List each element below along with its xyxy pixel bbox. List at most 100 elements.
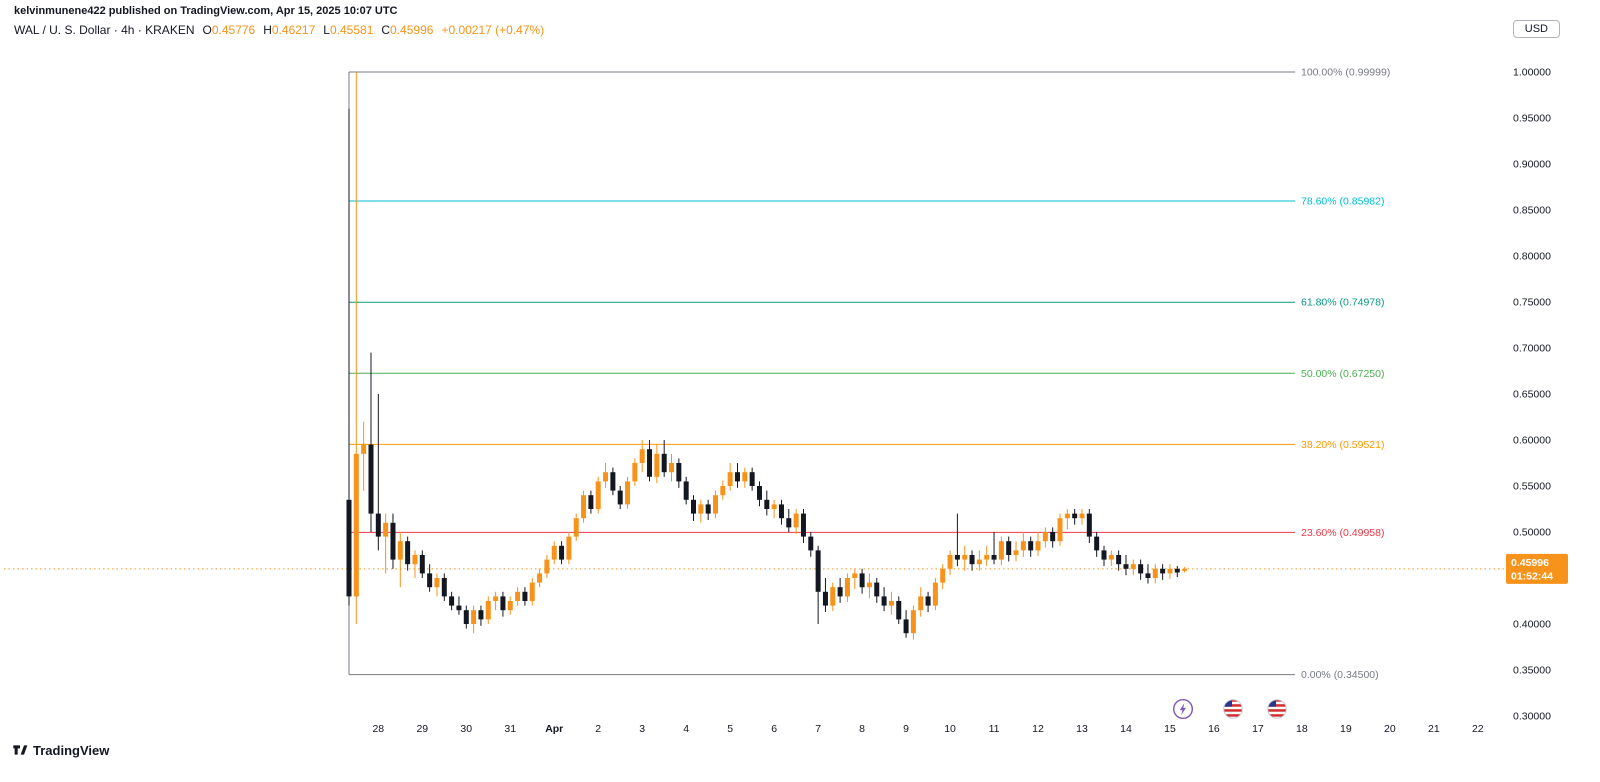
- candle-body: [866, 582, 872, 588]
- candle-body: [859, 573, 865, 588]
- lightning-event-icon[interactable]: [1172, 698, 1194, 720]
- fib-level-label: 50.00% (0.67250): [1301, 368, 1384, 380]
- candle-body: [947, 555, 953, 569]
- time-axis-label: 7: [815, 723, 821, 735]
- ohlc-high: H0.46217: [263, 23, 316, 37]
- price-axis-label: 0.90000: [1513, 159, 1551, 171]
- candle-body: [1013, 550, 1019, 555]
- us-flag-event-icon[interactable]: [1266, 698, 1288, 720]
- candle-body: [1130, 564, 1136, 569]
- candle-body: [669, 463, 675, 473]
- currency-toggle-button[interactable]: USD: [1512, 20, 1560, 38]
- candle-body: [617, 490, 623, 505]
- tradingview-logomark: [13, 745, 28, 755]
- symbol-info-bar: WAL / U. S. Dollar · 4h · KRAKEN O0.4577…: [14, 23, 544, 37]
- time-axis-label: 4: [683, 723, 689, 735]
- candle-body: [647, 449, 653, 477]
- candle-body: [478, 610, 484, 620]
- candle-body: [749, 472, 755, 486]
- price-axis-label: 0.65000: [1513, 389, 1551, 401]
- price-axis-label: 0.70000: [1513, 343, 1551, 355]
- candle-body: [1035, 541, 1041, 551]
- candle-body: [969, 555, 975, 565]
- price-axis-label: 0.60000: [1513, 435, 1551, 447]
- us-flag-event-icon[interactable]: [1222, 698, 1244, 720]
- candle-body: [998, 541, 1004, 560]
- candle-body: [1101, 550, 1107, 560]
- candle-body: [383, 522, 389, 537]
- time-axis-label: 17: [1252, 723, 1264, 735]
- candle-body: [544, 559, 550, 574]
- time-axis-label: 19: [1340, 723, 1352, 735]
- candle-body: [397, 541, 403, 560]
- time-axis-label: 22: [1472, 723, 1484, 735]
- time-axis-label: 11: [989, 723, 1000, 735]
- candle-body: [610, 472, 616, 491]
- fib-level-label: 38.20% (0.59521): [1301, 439, 1384, 451]
- candle-body: [507, 601, 513, 611]
- candle-body: [888, 601, 894, 606]
- time-axis-label: 12: [1032, 723, 1044, 735]
- candle-body: [756, 486, 762, 500]
- candle-body: [654, 453, 660, 477]
- candle-body: [918, 596, 924, 611]
- price-axis-label: 0.50000: [1513, 527, 1551, 539]
- candle-body: [1094, 536, 1100, 551]
- time-axis-label: 28: [372, 723, 384, 735]
- candle-body: [595, 481, 601, 509]
- candle-body: [852, 573, 858, 578]
- candle-body: [1028, 541, 1034, 551]
- candle-body: [683, 481, 689, 500]
- candle-body: [698, 504, 704, 514]
- candle-body: [1050, 532, 1056, 542]
- candle-body: [954, 555, 960, 560]
- ohlc-open: O0.45776: [202, 23, 256, 37]
- candle-body: [632, 463, 638, 482]
- candle-body: [463, 610, 469, 624]
- time-axis-label: 9: [903, 723, 909, 735]
- candle-body: [881, 596, 887, 606]
- candle-body: [800, 513, 806, 537]
- candle-body: [771, 504, 777, 509]
- candle-body: [727, 472, 733, 486]
- attribution-text: kelvinmunene422 published on TradingView…: [14, 5, 398, 17]
- candle-body: [361, 444, 367, 454]
- candle-body: [639, 449, 645, 463]
- candle-body: [493, 596, 499, 601]
- symbol-title[interactable]: WAL / U. S. Dollar · 4h · KRAKEN: [14, 23, 195, 37]
- time-axis[interactable]: 28 29 30 31 Apr 2 3 4 5 6 7 8 9 10 11 12 13 14 15 16 17 18 19 2…: [372, 723, 1483, 735]
- time-axis-label: 15: [1164, 723, 1176, 735]
- candle-body: [1116, 555, 1122, 565]
- candle-body: [588, 495, 594, 509]
- time-axis-label: 2: [595, 723, 601, 735]
- time-axis-label: 13: [1076, 723, 1088, 735]
- time-axis-label: 6: [771, 723, 777, 735]
- candle-body: [676, 463, 682, 482]
- candle-body: [837, 587, 843, 597]
- candle-body: [1152, 568, 1158, 578]
- candle-body: [456, 605, 462, 611]
- candle-body: [559, 545, 565, 560]
- price-change: +0.00217 (+0.47%): [441, 23, 545, 37]
- candle-body: [1145, 573, 1151, 578]
- price-axis[interactable]: 1.00000 0.95000 0.90000 0.85000 0.80000 0.750…: [1513, 67, 1551, 723]
- ohlc-low: L0.45581: [323, 23, 374, 37]
- time-axis-label: 10: [944, 723, 956, 735]
- candle-body: [434, 578, 440, 588]
- candle-body: [471, 610, 477, 624]
- candle-body: [976, 559, 982, 565]
- candle-body: [529, 582, 535, 601]
- time-axis-label: 31: [504, 723, 516, 735]
- candle-body: [962, 555, 968, 560]
- price-tag-countdown: 01:52:44: [1511, 570, 1553, 582]
- candle-body: [405, 541, 411, 565]
- candle-body: [412, 555, 418, 565]
- candle-body: [742, 472, 748, 482]
- candle-body: [1020, 541, 1026, 551]
- time-axis-label: 16: [1208, 723, 1220, 735]
- candle-body: [661, 453, 667, 473]
- tradingview-logo[interactable]: TradingView: [12, 742, 109, 758]
- candle-body: [603, 472, 609, 482]
- candle-body: [441, 578, 447, 597]
